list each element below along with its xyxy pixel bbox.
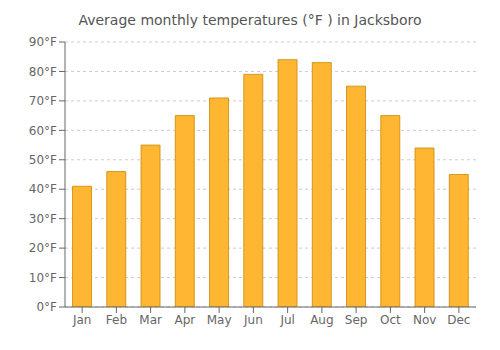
svg-text:Jul: Jul <box>279 313 294 327</box>
svg-text:Jun: Jun <box>243 313 263 327</box>
svg-text:Feb: Feb <box>106 313 127 327</box>
svg-text:70°F: 70°F <box>29 94 57 108</box>
svg-text:Aug: Aug <box>310 313 333 327</box>
svg-text:40°F: 40°F <box>29 182 57 196</box>
svg-text:Jan: Jan <box>72 313 92 327</box>
svg-text:80°F: 80°F <box>29 65 57 79</box>
svg-text:Apr: Apr <box>174 313 195 327</box>
svg-text:Mar: Mar <box>139 313 162 327</box>
svg-text:Oct: Oct <box>380 313 401 327</box>
html-text:Average monthly temperatures (: Average monthly temperatures (°F ) in Ja… <box>78 12 422 28</box>
svg-text:20°F: 20°F <box>29 241 57 255</box>
svg-text:May: May <box>207 313 232 327</box>
svg-text:30°F: 30°F <box>29 212 57 226</box>
svg-text:90°F: 90°F <box>29 35 57 49</box>
svg-text:Nov: Nov <box>413 313 436 327</box>
svg-text:0°F: 0°F <box>36 300 57 314</box>
svg-text:50°F: 50°F <box>29 153 57 167</box>
svg-text:Sep: Sep <box>345 313 368 327</box>
svg-text:60°F: 60°F <box>29 124 57 138</box>
svg-text:Dec: Dec <box>447 313 470 327</box>
svg-text:10°F: 10°F <box>29 271 57 285</box>
